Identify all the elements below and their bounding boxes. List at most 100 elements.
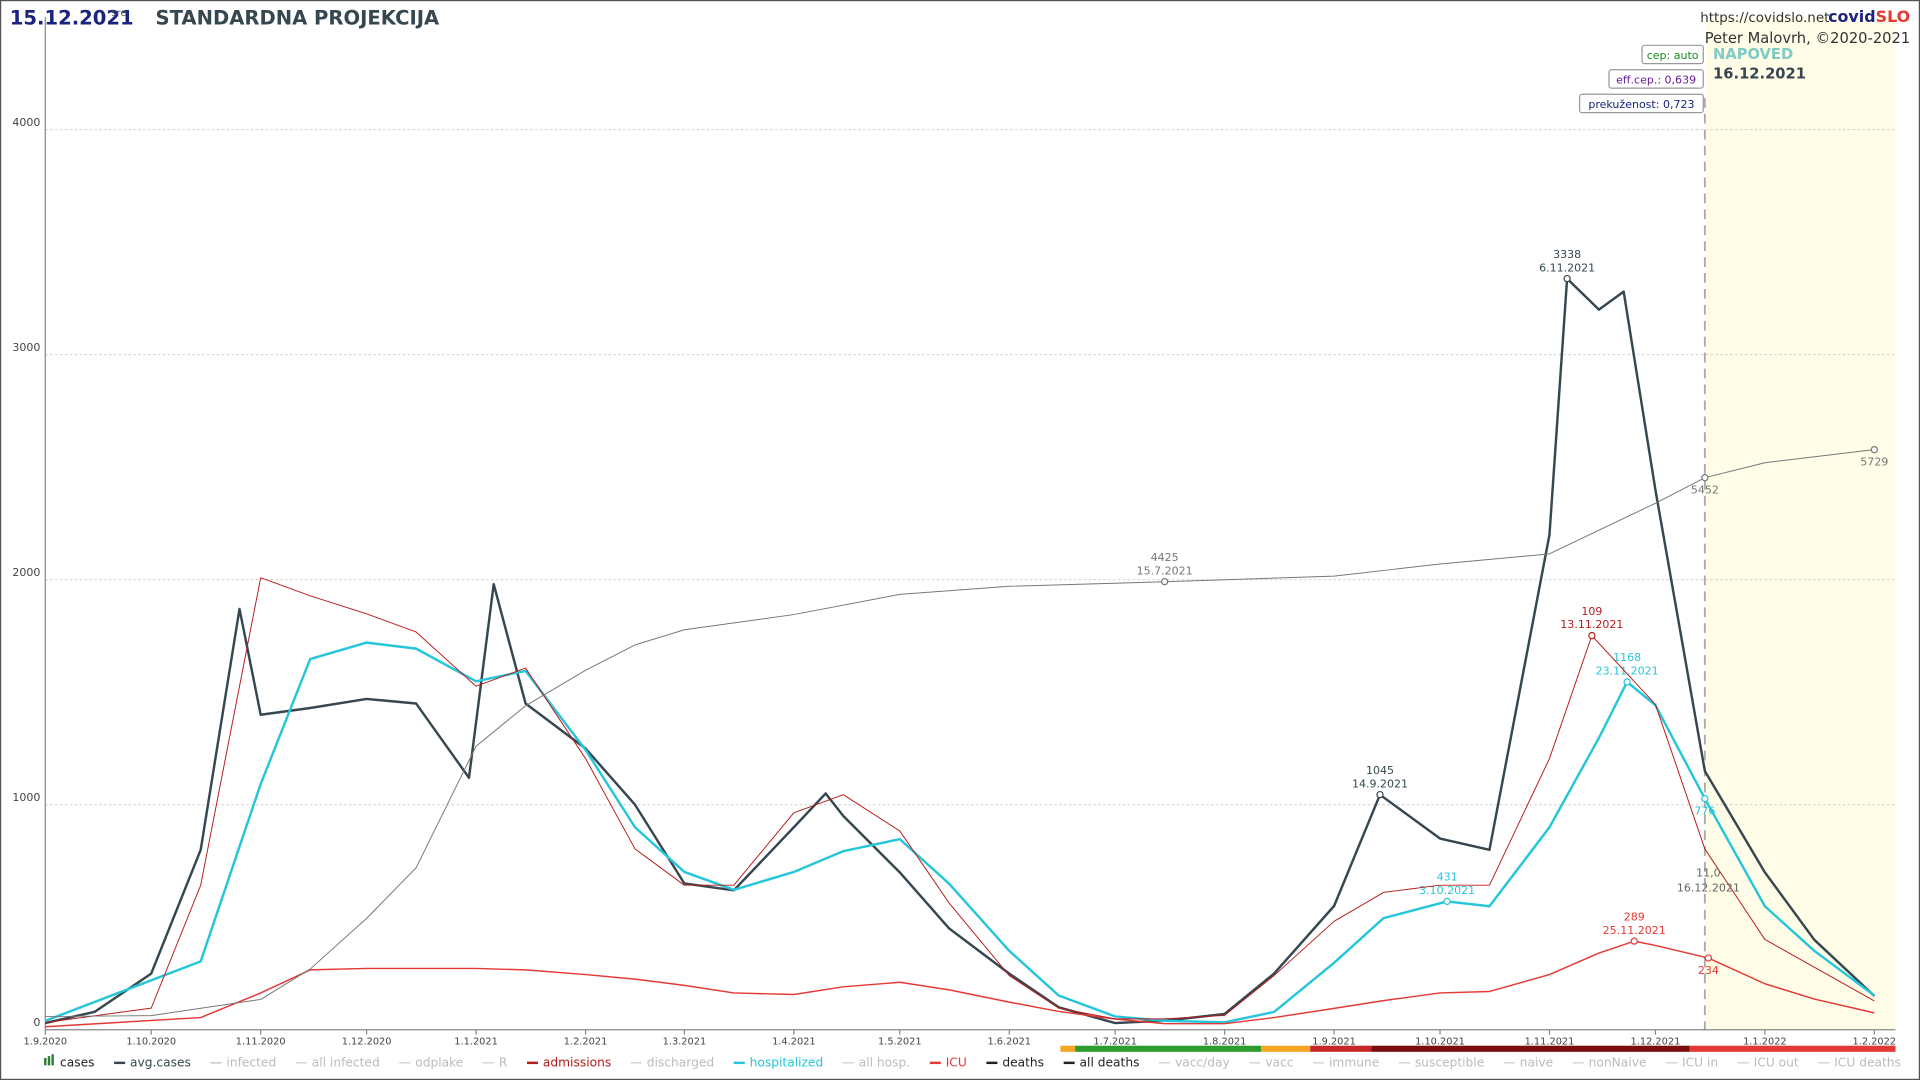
x-tick-label: 1.1.2022 [1743, 1036, 1787, 1047]
x-tick-label: 1.2.2022 [1853, 1036, 1897, 1047]
legend-swatch [44, 1057, 47, 1066]
annotation-value: 431 [1437, 871, 1458, 884]
forecast-date: 16.12.2021 [1713, 65, 1806, 82]
annotation-point [1701, 474, 1709, 482]
legend-label: deaths [1002, 1056, 1044, 1070]
annotation-point [1588, 631, 1596, 640]
x-tick-label: 1.1.2021 [454, 1036, 498, 1047]
legend-item: all hosp. [842, 1056, 910, 1070]
x-tick-label: 1.9.2020 [24, 1036, 68, 1047]
annotation-point [1160, 578, 1169, 586]
legend-label: naive [1520, 1056, 1553, 1070]
x-tick-label: 1.4.2021 [772, 1036, 816, 1047]
brand-b: SLO [1876, 7, 1911, 26]
info-box [1608, 69, 1704, 89]
x-tick-label: 1.7.2021 [1093, 1036, 1137, 1047]
strip-part [1689, 1045, 1896, 1052]
strip-part [1060, 1045, 1076, 1052]
legend-item: infected [210, 1056, 276, 1070]
legend-item: ICU in [1666, 1056, 1718, 1070]
series-line [45, 940, 1875, 1028]
y-tick-label: 2000 [12, 566, 40, 579]
legend-item: deaths [986, 1056, 1044, 1070]
legend-label: ICU [946, 1056, 967, 1070]
x-tick-label: 1.10.2021 [1415, 1036, 1465, 1047]
legend-label: susceptible [1415, 1056, 1484, 1070]
report-date: 15.12.2021 [10, 6, 134, 29]
note-value: 11,0 [1696, 867, 1721, 880]
y-tick-label: 1000 [12, 791, 40, 804]
legend-item: ICU [929, 1056, 967, 1070]
forecast-area [1704, 17, 1896, 1030]
brand-a: covid [1828, 7, 1876, 26]
legend-item: immune [1313, 1056, 1379, 1070]
annotation-point [1563, 274, 1571, 283]
series-line [45, 277, 1876, 1025]
x-tick-label: 1.5.2021 [878, 1036, 922, 1047]
legend-item: hospitalized [733, 1056, 824, 1070]
legend-item: discharged [630, 1056, 714, 1070]
legend-item: cases [44, 1054, 95, 1070]
series-line [44, 641, 1876, 1024]
legend-label: infected [226, 1056, 276, 1070]
legend-label: vacc [1265, 1056, 1293, 1070]
legend-label: all hosp. [859, 1056, 910, 1070]
annotation-date: 23.11.2021 [1596, 665, 1659, 678]
forecast-label: NAPOVED [1713, 46, 1793, 63]
legend-label: R [499, 1056, 508, 1070]
legend-item: avg.cases [114, 1056, 191, 1070]
legend-item: all deaths [1063, 1056, 1140, 1070]
strip-part [1310, 1045, 1372, 1052]
info-box-text: cep: auto [1647, 49, 1699, 62]
x-tick-label: 1.3.2021 [663, 1036, 707, 1047]
legend-label: all deaths [1080, 1056, 1140, 1070]
y-tick-label: 4000 [12, 116, 40, 129]
annotation-value: 3338 [1553, 248, 1581, 261]
annotation-value: 109 [1581, 605, 1602, 618]
annotation-date: 6.11.2021 [1539, 261, 1595, 274]
legend-item: susceptible [1398, 1056, 1484, 1070]
annotation-value: 776 [1694, 805, 1715, 818]
annotation-date: 15.7.2021 [1137, 564, 1193, 577]
author: Peter Malovrh, ©2020-2021 [1705, 30, 1910, 47]
series-line [45, 449, 1875, 1018]
brand: covidSLO [1828, 7, 1910, 26]
legend-item: odplake [399, 1056, 463, 1070]
legend-label: all infected [312, 1056, 380, 1070]
legend-label: nonNaive [1589, 1056, 1647, 1070]
legend-item: all infected [295, 1056, 380, 1070]
annotation-point [1443, 897, 1451, 906]
info-box [1578, 93, 1704, 114]
legend-label: ICU deaths [1834, 1056, 1901, 1070]
annotation-point [1623, 678, 1631, 686]
legend-item: ICU out [1737, 1056, 1799, 1070]
legend-swatch [47, 1056, 51, 1066]
x-tick-label: 1.12.2021 [1631, 1036, 1681, 1047]
plot-background [1704, 17, 1896, 1030]
annotation-value: 5729 [1860, 456, 1888, 469]
legend-label: ICU out [1754, 1056, 1799, 1070]
strip-part [1371, 1045, 1690, 1052]
legend-swatch [51, 1054, 54, 1066]
x-tick-label: 1.11.2021 [1525, 1036, 1575, 1047]
y-tick-label: 3000 [12, 341, 40, 354]
status-strip [1060, 1045, 1896, 1052]
annotation-point [1630, 937, 1638, 945]
annotation-value: 289 [1624, 910, 1645, 923]
x-tick-label: 1.6.2021 [987, 1036, 1031, 1047]
legend-label: hospitalized [750, 1056, 824, 1070]
x-tick-label: 1.10.2020 [126, 1036, 176, 1047]
annotation-value: 1045 [1366, 764, 1394, 777]
weekday: sre [111, 8, 126, 19]
x-tick-label: 1.2.2021 [564, 1036, 608, 1047]
annotation-date: 14.9.2021 [1352, 777, 1408, 790]
legend-label: avg.cases [130, 1056, 191, 1070]
legend-item: naive [1503, 1056, 1553, 1070]
annotation-point [1376, 790, 1384, 799]
info-box [1641, 44, 1704, 65]
legend-label: odplake [415, 1056, 463, 1070]
x-tick-label: 1.9.2021 [1312, 1036, 1356, 1047]
legend-label: immune [1329, 1056, 1379, 1070]
